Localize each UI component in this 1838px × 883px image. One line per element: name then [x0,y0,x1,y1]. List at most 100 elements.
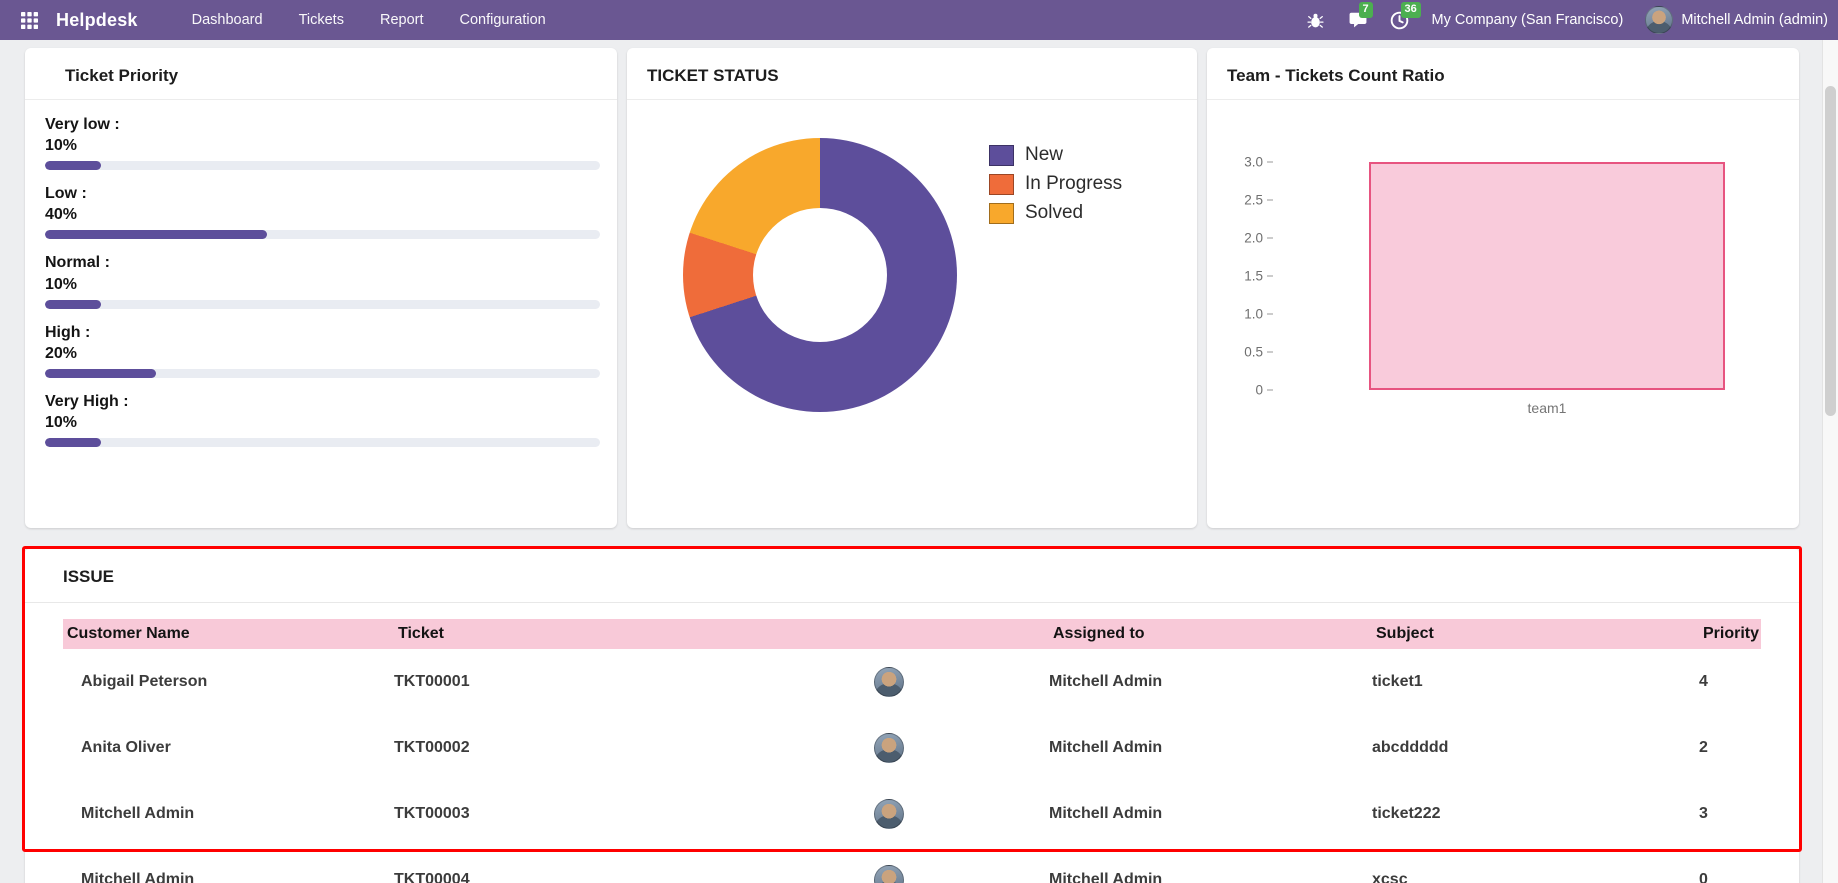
issue-row[interactable]: Anita Oliver TKT00002 Mitchell Admin abc… [63,715,1761,781]
user-avatar [1645,6,1674,34]
issue-row[interactable]: Mitchell Admin TKT00004 Mitchell Admin x… [63,847,1761,883]
y-tick: 3.0 [1244,154,1273,170]
issue-table-header: Customer Name Ticket Assigned to Subject… [63,619,1761,649]
activities-clock-icon[interactable]: 36 [1390,2,1421,30]
priority-progressbar [45,368,600,378]
ticket-number: TKT00004 [394,871,470,883]
ticket-number: TKT00001 [394,673,470,690]
y-tick: 2.0 [1244,230,1273,246]
priority-value: 20% [45,344,78,362]
main-menu: Dashboard Tickets Report Configuration [192,12,546,28]
col-customer-name: Customer Name [67,625,190,642]
priority-label: Very High : [45,392,129,410]
priority-item-high: High : 20% [45,322,600,378]
navbar-systray: 7 36 My Company (San Francisco) Mitchell… [1306,2,1838,34]
ticket-status-donut-chart[interactable] [683,138,957,412]
priority-progressbar [45,438,600,448]
nav-dashboard[interactable]: Dashboard [191,12,263,28]
y-tick: 2.5 [1244,192,1273,208]
legend-label: In Progress [1025,173,1123,194]
divider [25,602,1799,603]
dashboard-content: Ticket Priority Very low : 10% Low : 40% [0,40,1838,883]
ticket-number: TKT00003 [394,805,470,822]
issue-row[interactable]: Abigail Peterson TKT00001 Mitchell Admin… [63,649,1761,715]
priority-item-low: Low : 40% [45,183,600,240]
page-scrollbar[interactable] [1822,40,1838,883]
user-menu[interactable]: Mitchell Admin (admin) [1645,6,1828,34]
priority-progress-fill [45,299,101,309]
ticket-number: TKT00002 [394,739,470,756]
priority-value: 10% [45,413,78,431]
ticket-status-legend: New In Progress Solved [989,144,1122,412]
col-assigned-to: Assigned to [1053,625,1145,642]
assigned-to: Mitchell Admin [1049,673,1163,690]
team-tickets-ratio-title: Team - Tickets Count Ratio [1227,66,1445,85]
customer-name: Anita Oliver [81,739,171,756]
assigned-to: Mitchell Admin [1049,805,1163,822]
priority: 4 [1699,673,1708,690]
assignee-avatar [874,799,904,829]
issue-row[interactable]: Mitchell Admin TKT00003 Mitchell Admin t… [63,781,1761,847]
priority-progressbar [45,230,600,240]
priority-item-very-high: Very High : 10% [45,391,600,448]
app-title[interactable]: Helpdesk [56,9,138,30]
x-axis-label: team1 [1527,400,1567,416]
ticket-priority-card: Ticket Priority Very low : 10% Low : 40% [25,48,617,528]
col-priority: Priority [1703,625,1760,642]
legend-label: New [1025,144,1064,165]
legend-item-solved[interactable]: Solved [989,202,1122,224]
priority-item-very-low: Very low : 10% [45,114,600,171]
priority-progress-fill [45,438,101,448]
customer-name: Abigail Peterson [81,673,208,690]
customer-name: Mitchell Admin [81,805,195,822]
y-axis: 3.0 2.5 2.0 1.5 1.0 0.5 0 [1229,155,1275,398]
y-tick: 0.5 [1244,344,1273,360]
priority-label: Low : [45,185,87,203]
assignee-avatar [874,733,904,763]
company-switcher[interactable]: My Company (San Francisco) [1431,12,1624,28]
nav-configuration[interactable]: Configuration [459,12,546,28]
assignee-avatar [874,865,904,883]
divider [25,99,617,100]
apps-grid-icon[interactable] [12,0,46,40]
nav-tickets[interactable]: Tickets [298,12,344,28]
priority-progress-fill [45,230,267,240]
issue-card: ISSUE Customer Name Ticket Assigned to S… [22,546,1802,883]
priority-item-normal: Normal : 10% [45,252,600,309]
team-bar[interactable] [1369,162,1725,390]
priority-label: Normal : [45,254,110,272]
subject: xcsc [1372,871,1408,883]
subject: ticket222 [1372,805,1441,822]
priority-progress-fill [45,161,101,171]
ticket-status-title: TICKET STATUS [647,66,779,85]
y-tick: 1.5 [1244,268,1273,284]
assigned-to: Mitchell Admin [1049,871,1163,883]
ticket-priority-title: Ticket Priority [65,66,179,85]
legend-item-new[interactable]: New [989,144,1122,166]
team-bar-chart: 3.0 2.5 2.0 1.5 1.0 0.5 0 team1 [1229,155,1763,416]
issue-title: ISSUE [63,567,115,586]
divider [1207,99,1799,100]
nav-report[interactable]: Report [379,12,424,28]
legend-swatch [989,144,1014,166]
messages-icon[interactable]: 7 [1348,2,1373,30]
legend-swatch [989,173,1014,195]
team-tickets-ratio-card: Team - Tickets Count Ratio 3.0 2.5 2.0 1… [1207,48,1799,528]
priority-progressbar [45,161,600,171]
scrollbar-thumb[interactable] [1825,86,1836,416]
messages-badge: 7 [1358,2,1373,18]
priority: 2 [1699,739,1708,756]
priority-progressbar [45,299,600,309]
legend-item-in-progress[interactable]: In Progress [989,173,1122,195]
col-ticket: Ticket [398,625,444,642]
legend-label: Solved [1025,202,1084,223]
y-tick: 1.0 [1244,306,1273,322]
plot-area: team1 [1285,162,1763,416]
legend-swatch [989,202,1014,224]
activities-badge: 36 [1400,2,1421,18]
priority-value: 10% [45,275,78,293]
customer-name: Mitchell Admin [81,871,195,883]
assignee-avatar [874,667,904,697]
debug-bug-icon[interactable] [1306,10,1326,30]
col-subject: Subject [1376,625,1434,642]
